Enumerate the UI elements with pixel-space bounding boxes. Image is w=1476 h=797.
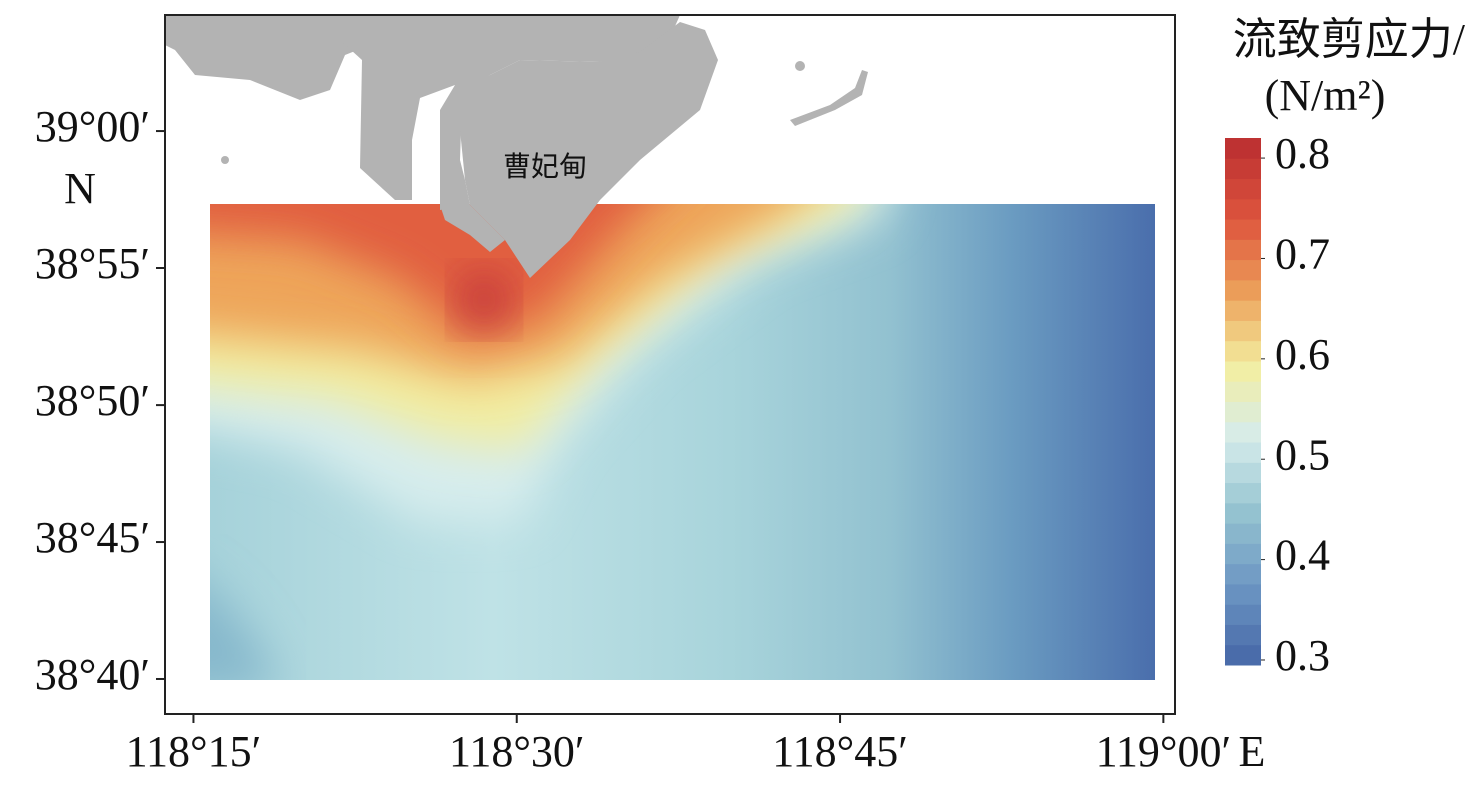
colorbar-band: [1225, 300, 1261, 321]
colorbar-band: [1225, 482, 1261, 504]
colorbar-band: [1225, 421, 1261, 443]
colorbar-band: [1225, 644, 1261, 666]
x-unit: E: [1239, 727, 1266, 776]
colorbar-tick-label: 0.7: [1275, 230, 1330, 279]
colorbar-tick-label: 0.5: [1275, 430, 1330, 479]
colorbar-band: [1225, 158, 1261, 180]
colorbar-band: [1225, 259, 1261, 281]
y-tick-label: 38°45′: [35, 513, 150, 562]
colorbar-band: [1225, 381, 1261, 402]
colorbar-band: [1225, 401, 1261, 423]
colorbar-band: [1225, 604, 1261, 625]
y-tick-label: 38°50′: [35, 376, 150, 425]
colorbar-band: [1225, 502, 1261, 524]
y-unit: N: [64, 164, 96, 213]
colorbar-band: [1225, 138, 1261, 159]
x-tick-label: 118°45′: [772, 727, 908, 776]
colorbar-tick-label: 0.4: [1275, 531, 1330, 580]
colorbar-band: [1225, 442, 1261, 463]
colorbar-band: [1225, 239, 1261, 261]
land: [165, 15, 868, 278]
colorbar-band: [1225, 178, 1261, 200]
x-tick-label: 118°30′: [449, 727, 585, 776]
colorbar-band: [1225, 340, 1261, 362]
colorbar-band: [1225, 462, 1261, 484]
map-frame: [164, 14, 1176, 715]
colorbar-band: [1225, 624, 1261, 646]
colorbar-band: [1225, 198, 1261, 220]
colorbar-band: [1225, 563, 1261, 585]
shear-stress-field: [210, 204, 1155, 680]
x-tick-label: 118°15′: [126, 727, 262, 776]
colorbar-band: [1225, 279, 1261, 301]
colorbar-tick-label: 0.8: [1275, 129, 1330, 178]
colorbar-band: [1225, 320, 1261, 342]
x-tick-label: 119°00′: [1096, 727, 1232, 776]
colorbar-tick-label: 0.6: [1275, 330, 1330, 379]
colorbar-band: [1225, 523, 1261, 544]
colorbar-tick-label: 0.3: [1275, 631, 1330, 680]
y-tick-label: 39°00′: [35, 102, 150, 151]
colorbar-band: [1225, 360, 1261, 382]
colorbar-title: 流致剪应力/: [1233, 15, 1466, 64]
place-label: 曹妃甸: [503, 150, 587, 183]
colorbar-band: [1225, 583, 1261, 605]
y-tick-label: 38°40′: [35, 650, 150, 699]
colorbar-band: [1225, 543, 1261, 565]
y-tick-label: 38°55′: [35, 239, 150, 288]
colorbar-band: [1225, 219, 1261, 240]
colorbar-unit: (N/m²): [1265, 71, 1386, 120]
